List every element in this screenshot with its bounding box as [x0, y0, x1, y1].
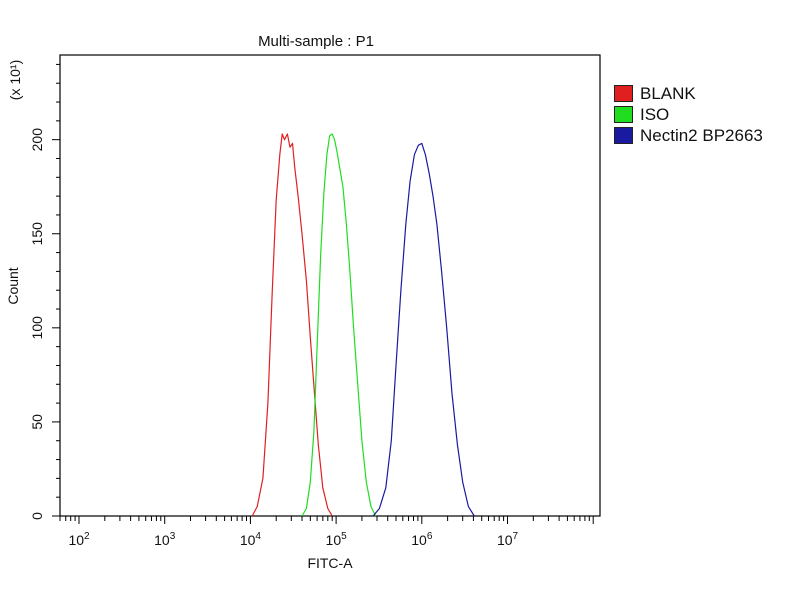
curves-layer: [251, 133, 475, 517]
x-tick-label: 102: [68, 531, 90, 548]
legend-label: BLANK: [640, 83, 696, 103]
y-tick-label: 150: [29, 222, 45, 246]
x-tick-label: 106: [411, 531, 433, 548]
y-axis-multiplier: (x 10¹): [7, 60, 23, 100]
series-line-1: [301, 133, 377, 517]
legend-label: Nectin2 BP2663: [640, 125, 763, 145]
y-axis-label: Count: [5, 267, 21, 304]
x-axis-ticks: 102 103 104 105 106 107: [59, 516, 594, 548]
series-line-0: [251, 133, 333, 517]
plot-frame: [59, 54, 601, 517]
legend: BLANK ISO Nectin2 BP2663: [614, 83, 794, 146]
x-axis-label: FITC-A: [307, 555, 353, 571]
y-tick-label: 0: [29, 512, 45, 520]
y-tick-label: 100: [29, 316, 45, 340]
x-tick-label: 103: [154, 531, 176, 548]
x-tick-label: 104: [240, 531, 262, 548]
x-tick-label: 105: [326, 531, 348, 548]
legend-swatch: [614, 85, 633, 102]
legend-item: ISO: [614, 104, 794, 125]
legend-label: ISO: [640, 104, 670, 124]
legend-swatch: [614, 106, 633, 123]
y-tick-label: 200: [29, 128, 45, 152]
series-line-2: [372, 142, 475, 517]
legend-item: BLANK: [614, 83, 794, 104]
legend-swatch: [614, 127, 633, 144]
x-tick-label: 107: [497, 531, 519, 548]
legend-item: Nectin2 BP2663: [614, 125, 794, 146]
y-tick-label: 50: [29, 414, 45, 430]
chart-title: Multi-sample : P1: [258, 33, 374, 50]
y-axis-ticks: 0 50 100 150 200: [29, 63, 60, 520]
